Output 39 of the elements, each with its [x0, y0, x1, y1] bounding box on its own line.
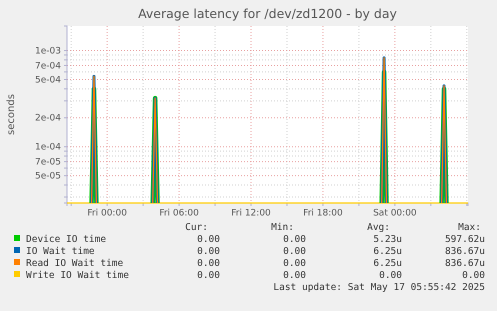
text: Cur: [185, 222, 208, 233]
x-tick-label: Fri 12:00 [231, 208, 272, 218]
text: 0.00 [283, 234, 306, 245]
text: Min: [271, 222, 294, 233]
text: Avg: [367, 222, 390, 233]
y-tick-label: 7e-05 [35, 158, 61, 168]
legend-label: Device IO time [26, 234, 106, 245]
x-tick-label: Fri 18:00 [303, 208, 343, 218]
legend-label: Read IO Wait time [26, 258, 124, 269]
text: 0.00 [462, 270, 486, 281]
y-tick-label: 1e-04 [35, 142, 62, 153]
x-tick-label: Sat 00:00 [373, 208, 417, 218]
x-tick-label: Fri 00:00 [87, 208, 128, 218]
text: Last update: Sat May 17 05:55:42 2025 [273, 282, 485, 293]
text: 0.00 [197, 258, 220, 269]
text: 0.00 [283, 258, 306, 269]
text: 0.00 [283, 270, 306, 281]
text: 0.00 [379, 270, 402, 281]
x-tick-label: Fri 06:00 [159, 208, 200, 218]
legend-label: IO Wait time [26, 246, 95, 257]
y-tick-label: 5e-04 [35, 75, 62, 86]
text: 0.00 [283, 246, 306, 257]
chart-title: Average latency for /dev/zd1200 - by day [138, 6, 398, 21]
text: 6.25u [373, 246, 402, 257]
text: 836.67u [444, 246, 485, 257]
text: 597.62u [444, 234, 485, 245]
text: 836.67u [444, 258, 485, 269]
text: 5.23u [373, 234, 402, 245]
y-tick-label: 1e-03 [35, 46, 61, 56]
text: 0.00 [197, 234, 220, 245]
y-tick-label: 5e-05 [35, 172, 61, 182]
y-axis-title: seconds [6, 94, 17, 135]
y-tick-label: 7e-04 [35, 61, 62, 72]
text: Max: [458, 222, 481, 233]
y-tick-label: 2e-04 [35, 114, 62, 124]
text: 0.00 [197, 270, 220, 281]
text: 6.25u [373, 258, 402, 269]
text: 0.00 [197, 246, 220, 257]
legend-label: Write IO Wait time [26, 270, 130, 281]
